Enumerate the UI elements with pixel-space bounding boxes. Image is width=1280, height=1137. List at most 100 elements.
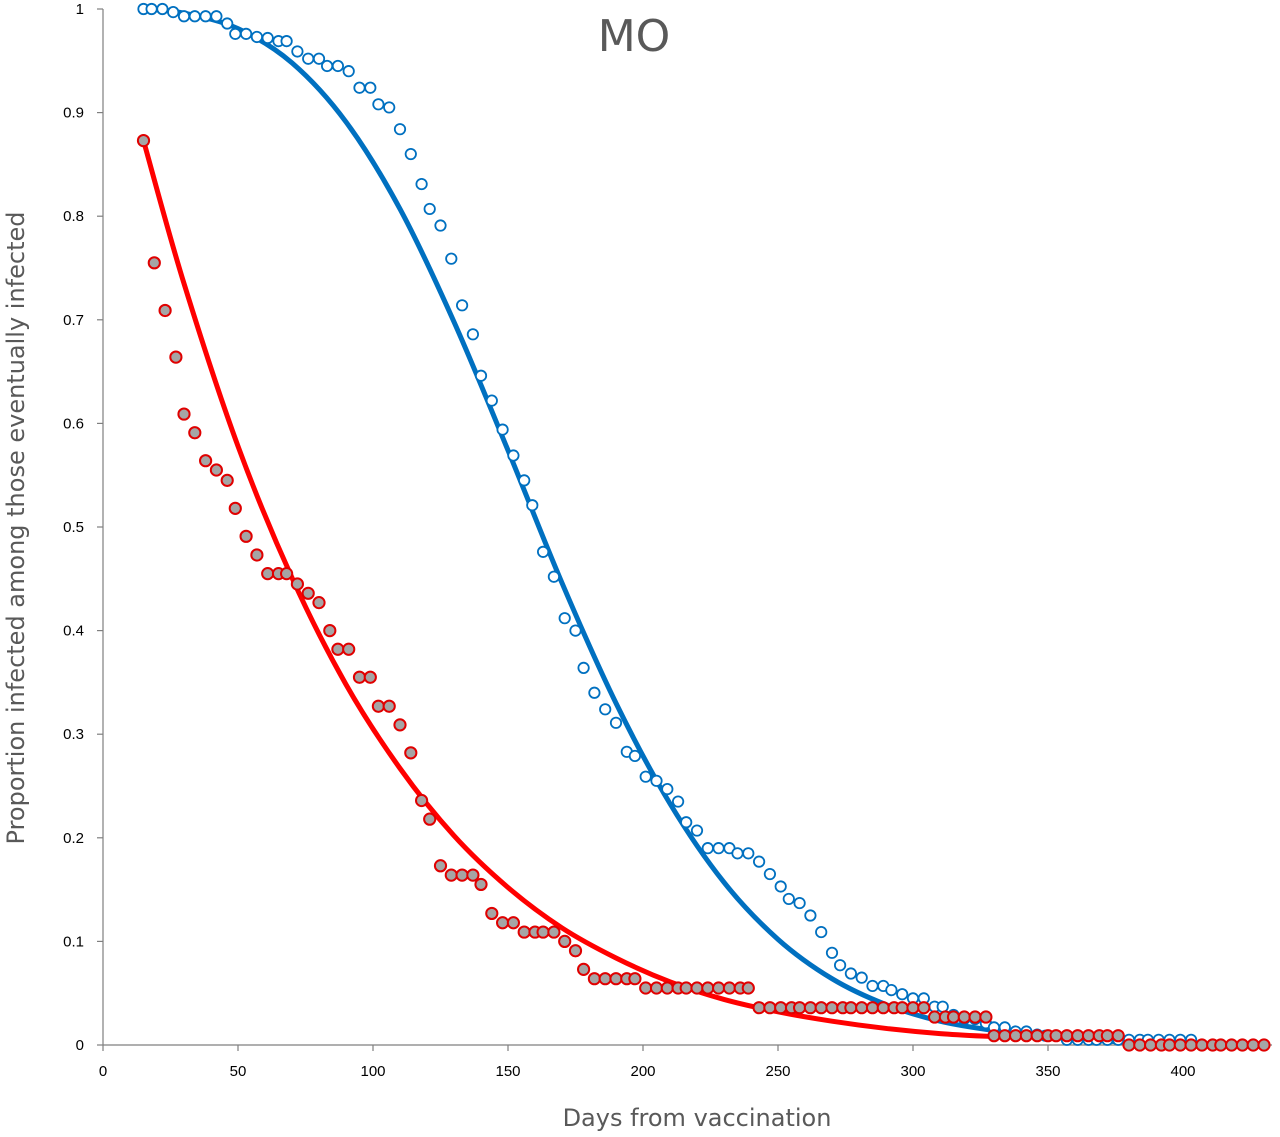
data-point-open [416,179,426,189]
data-point-open [252,32,262,42]
data-point-filled [486,908,497,919]
data-point-filled [230,503,241,514]
data-point-filled [589,973,600,984]
data-point-open [662,784,672,794]
data-point-filled [988,1030,999,1041]
data-point-open [732,848,742,858]
data-point-filled [640,982,651,993]
data-point-filled [446,869,457,880]
data-point-filled [262,568,273,579]
data-point-filled [1196,1039,1207,1050]
data-point-filled [200,455,211,466]
data-point-filled [241,531,252,542]
data-point-filled [1010,1030,1021,1041]
data-point-open [457,300,467,310]
data-point-open [630,751,640,761]
data-point-filled [292,578,303,589]
data-point-filled [816,1002,827,1013]
data-point-open [886,985,896,995]
data-point-open [354,83,364,93]
data-point-filled [170,351,181,362]
data-point-filled [959,1011,970,1022]
y-tick-label: 0.2 [63,830,84,847]
data-point-open [692,825,702,835]
data-point-open [519,475,529,485]
data-point-open [446,253,456,263]
data-point-filled [794,1002,805,1013]
data-point-filled [1032,1030,1043,1041]
data-point-open [200,11,210,21]
data-point-filled [365,672,376,683]
data-point-open [846,968,856,978]
data-point-filled [1134,1039,1145,1050]
data-point-filled [303,588,314,599]
data-point-open [365,83,375,93]
data-point-open [578,663,588,673]
data-point-filled [856,1002,867,1013]
data-point-filled [189,427,200,438]
data-point-open [784,894,794,904]
data-point-open [651,776,661,786]
data-point-open [570,625,580,635]
data-point-filled [178,408,189,419]
data-point-filled [1083,1030,1094,1041]
data-point-filled [1113,1030,1124,1041]
y-tick-label: 0.1 [63,933,84,950]
x-tick-label: 200 [630,1063,655,1080]
data-point-open [641,771,651,781]
data-point-filled [548,926,559,937]
data-point-filled [948,1011,959,1022]
data-point-open [168,7,178,17]
x-tick-label: 50 [230,1063,247,1080]
data-point-open [827,948,837,958]
data-point-open [713,843,723,853]
data-point-open [384,102,394,112]
data-point-open [857,972,867,982]
data-point-filled [918,1002,929,1013]
data-point-filled [878,1002,889,1013]
data-point-filled [424,814,435,825]
data-point-filled [600,973,611,984]
data-point-open [938,1001,948,1011]
data-point-open [560,613,570,623]
data-point-open [211,11,221,21]
data-point-open [497,424,507,434]
data-point-filled [384,701,395,712]
data-point-open [776,881,786,891]
data-point-open [146,4,156,14]
data-point-filled [343,644,354,655]
chart-title: MO [598,11,671,62]
data-point-open [322,61,332,71]
series-layer [138,4,1270,1051]
data-point-filled [775,1002,786,1013]
data-point-filled [1175,1039,1186,1050]
data-point-open [435,220,445,230]
series-1 [138,135,1270,1051]
data-point-filled [1051,1030,1062,1041]
data-point-filled [743,982,754,993]
fitted-curve-line [144,9,1184,1043]
y-tick-label: 1 [76,1,84,18]
data-point-open [508,450,518,460]
x-tick-label: 400 [1170,1063,1195,1080]
data-point-open [468,329,478,339]
series-3 [144,141,995,1037]
data-point-filled [578,964,589,975]
data-point-filled [149,257,160,268]
data-point-open [805,910,815,920]
data-point-open [190,11,200,21]
data-point-filled [467,869,478,880]
data-point-open [395,124,405,134]
data-point-open [157,4,167,14]
data-point-open [303,54,313,64]
data-point-filled [980,1011,991,1022]
data-point-filled [629,973,640,984]
data-point-filled [754,1002,765,1013]
data-point-open [743,848,753,858]
data-point-filled [1123,1039,1134,1050]
data-point-filled [1072,1030,1083,1041]
data-point-filled [826,1002,837,1013]
data-point-filled [845,1002,856,1013]
data-point-filled [867,1002,878,1013]
data-point-open [816,927,826,937]
